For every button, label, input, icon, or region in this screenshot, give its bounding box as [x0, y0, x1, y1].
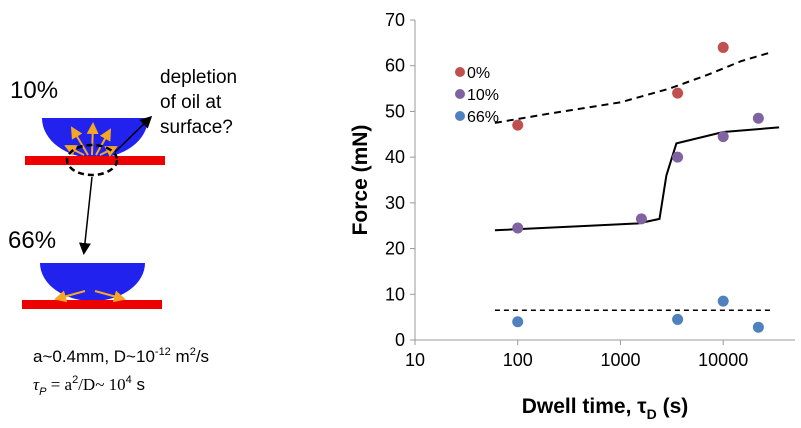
- formula-part: /D~ 10: [78, 375, 125, 394]
- formula-part: τ: [33, 375, 40, 394]
- note: depletion: [160, 67, 237, 88]
- point: [672, 313, 684, 325]
- substrate: [25, 156, 165, 165]
- y-tick-label: 30: [385, 193, 405, 213]
- legend-label: 66%: [467, 109, 499, 126]
- formula-part: = a: [46, 375, 72, 394]
- x-label-sub: D: [647, 406, 657, 422]
- note: surface?: [160, 117, 233, 138]
- formula-sub: P: [39, 386, 47, 398]
- legend-marker: [455, 111, 465, 121]
- contact-ring: [65, 143, 119, 177]
- formula-sup: 4: [126, 374, 132, 386]
- y-tick-label: 40: [385, 147, 405, 167]
- diffusion-arrows: [54, 290, 126, 303]
- x-axis-label: Dwell time, τD (s): [522, 395, 689, 422]
- x-tick-label: 100: [503, 350, 533, 370]
- substrate: [22, 300, 162, 309]
- formula: τP = a2/D~ 104 s: [33, 374, 145, 398]
- droplet: [42, 118, 148, 158]
- y-tick-label: 20: [385, 239, 405, 259]
- label-top: 10%: [10, 77, 58, 104]
- params-exp: -12: [155, 346, 171, 358]
- y-axis-label: Force (mN): [349, 125, 372, 236]
- point: [717, 131, 729, 143]
- x-label-text: (s): [657, 395, 689, 418]
- point: [717, 295, 729, 307]
- point: [512, 222, 524, 234]
- params: a~0.4mm, D~10-12 m2/s: [33, 346, 209, 366]
- point: [672, 87, 684, 99]
- arrow-down: [78, 176, 93, 255]
- y-tick-label: 10: [385, 284, 405, 304]
- legend-label: 10%: [467, 87, 499, 104]
- point: [752, 112, 764, 124]
- point: [635, 213, 647, 225]
- label-bottom: 66%: [8, 227, 56, 254]
- point: [672, 151, 684, 163]
- params-text: /s: [196, 347, 209, 366]
- legend-marker: [455, 67, 465, 77]
- x-tick-label: 1000: [600, 350, 640, 370]
- y-tick-label: 0: [395, 330, 405, 350]
- fit-line: [494, 51, 773, 124]
- params-text: m: [171, 347, 190, 366]
- pointer: [114, 115, 153, 153]
- diagram: 10% depletion of oil at surface? 66% a~0…: [8, 67, 237, 398]
- droplet: [40, 263, 145, 301]
- y-tick-label: 60: [385, 56, 405, 76]
- params-text: a~0.4mm, D~10: [33, 347, 155, 366]
- x-tick-label: 10: [405, 350, 425, 370]
- fit-line: [494, 126, 780, 232]
- point: [512, 119, 524, 131]
- legend-label: 0%: [467, 65, 490, 82]
- note: of oil at: [160, 92, 222, 113]
- x-tick-label: 10000: [698, 350, 748, 370]
- y-tick-label: 50: [385, 101, 405, 121]
- y-tick-label: 70: [385, 10, 405, 30]
- formula-part: s: [132, 375, 145, 394]
- point: [752, 321, 764, 333]
- chart: Force (mN) Dwell time, τD (s) 0102030405…: [349, 10, 795, 422]
- diffusion-arrows: [64, 122, 118, 157]
- point: [717, 41, 729, 53]
- point: [512, 316, 524, 328]
- formula-sup: 2: [72, 374, 78, 386]
- x-label-text: Dwell time, τ: [522, 395, 648, 418]
- legend-marker: [455, 89, 465, 99]
- params-exp: 2: [190, 346, 196, 358]
